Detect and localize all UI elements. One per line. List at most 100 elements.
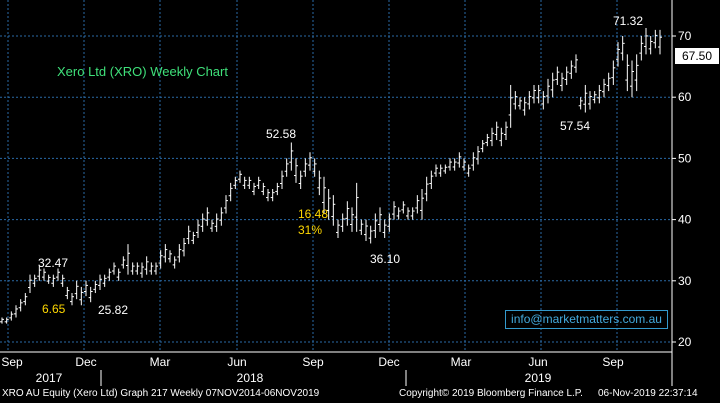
ohlc-bar [18, 299, 23, 312]
ohlc-bar [28, 274, 32, 294]
ohlc-bar [172, 256, 177, 269]
ohlc-bar [368, 225, 373, 244]
ohlc-bar [140, 262, 144, 278]
ohlc-bar [406, 207, 410, 220]
ohlc-bar [485, 133, 490, 147]
x-month-label: Sep [1, 355, 23, 369]
ohlc-bars [0, 28, 662, 324]
ohlc-bar [382, 219, 387, 238]
ohlc-bar [284, 158, 289, 177]
annotation-52-58: 52.58 [266, 127, 296, 141]
ohlc-bar [186, 225, 191, 245]
ohlc-bar [200, 213, 205, 232]
ohlc-bar [312, 158, 317, 177]
ohlc-bar [471, 152, 476, 171]
ohlc-bar [443, 164, 448, 174]
ohlc-bar [219, 207, 224, 226]
annotation-6-65: 6.65 [42, 302, 66, 316]
ohlc-bar [424, 176, 429, 202]
y-tick-label: 40 [678, 213, 692, 227]
ohlc-bar [163, 244, 168, 263]
ohlc-bar [37, 265, 42, 281]
ohlc-bar [84, 280, 88, 297]
ohlc-bar [191, 231, 196, 245]
ohlc-bar [560, 72, 564, 92]
ohlc-bar [74, 280, 79, 300]
y-tick-label: 50 [678, 151, 692, 165]
ohlc-bar [266, 189, 270, 202]
ohlc-bar [555, 66, 560, 85]
ohlc-bar [448, 158, 452, 171]
ohlc-bar [378, 207, 382, 232]
ohlc-bar [634, 54, 639, 92]
x-month-label: Jun [528, 355, 547, 369]
ohlc-bar [616, 42, 620, 67]
annotation-25-82: 25.82 [98, 303, 128, 317]
ohlc-bar [504, 121, 508, 141]
footer-security-info: XRO AU Equity (Xero Ltd) Graph 217 Weekl… [2, 388, 320, 399]
y-tick-labels: 20 30 40 50 60 70 [672, 29, 692, 349]
ohlc-bar [452, 158, 457, 171]
ohlc-bar [154, 262, 158, 275]
ohlc-bar [611, 60, 616, 85]
x-month-label: Mar [451, 355, 472, 369]
ohlc-bar [303, 158, 308, 177]
ohlc-bar [247, 176, 252, 189]
ohlc-bar [51, 274, 56, 287]
axis-frame [0, 0, 673, 386]
ohlc-bar [490, 127, 494, 147]
ohlc-bar [116, 268, 121, 281]
ohlc-bar [32, 274, 37, 287]
ohlc-bar [550, 72, 555, 98]
ohlc-bar [434, 164, 438, 177]
x-month-label: Sep [602, 355, 624, 369]
ohlc-bar [354, 182, 359, 232]
ohlc-bar [107, 268, 112, 281]
ohlc-bar [592, 91, 597, 104]
ohlc-bar [79, 286, 84, 306]
ohlc-bar [280, 170, 284, 189]
ohlc-bar [88, 286, 93, 303]
ohlc-bar [112, 262, 116, 275]
chart-title: Xero Ltd (XRO) Weekly Chart [57, 64, 228, 79]
ohlc-bar [401, 201, 406, 214]
ohlc-bar [14, 305, 18, 318]
ohlc-bar [653, 29, 658, 49]
ohlc-bar [0, 317, 4, 324]
ohlc-bar [420, 189, 424, 220]
ohlc-bar [373, 213, 378, 238]
ohlc-bar [387, 213, 392, 232]
x-month-label: Jun [227, 355, 246, 369]
ohlc-bar [98, 274, 102, 290]
ohlc-bar [326, 189, 331, 220]
ohlc-bar [648, 36, 653, 55]
ohlc-bar [606, 72, 611, 92]
ohlc-bar [541, 91, 546, 110]
ohlc-bar [583, 84, 588, 113]
ohlc-bar [70, 293, 74, 306]
ohlc-bar [574, 54, 578, 73]
ohlc-bar [476, 146, 480, 165]
ohlc-bar [23, 293, 28, 306]
ohlc-bar [522, 97, 527, 116]
annotation-36-10: 36.10 [370, 252, 400, 266]
ohlc-bar [415, 195, 420, 214]
footer-timestamp: 06-Nov-2019 22:37:14 [598, 388, 698, 399]
ohlc-bar [625, 54, 630, 92]
ohlc-bar [46, 274, 51, 284]
ohlc-bar [639, 36, 644, 61]
ohlc-bar [126, 244, 130, 275]
ohlc-bar [658, 29, 662, 55]
x-year-label: 2017 [36, 371, 63, 385]
ohlc-bar [182, 237, 186, 257]
ohlc-bar [546, 78, 550, 104]
ohlc-bar [177, 244, 182, 263]
ohlc-bar [238, 170, 242, 183]
ohlc-bar [494, 121, 499, 141]
ohlc-bar [135, 262, 140, 275]
ohlc-bar [252, 182, 256, 196]
ohlc-bar [294, 158, 298, 183]
ohlc-bar [518, 97, 522, 110]
x-month-label: Dec [75, 355, 96, 369]
